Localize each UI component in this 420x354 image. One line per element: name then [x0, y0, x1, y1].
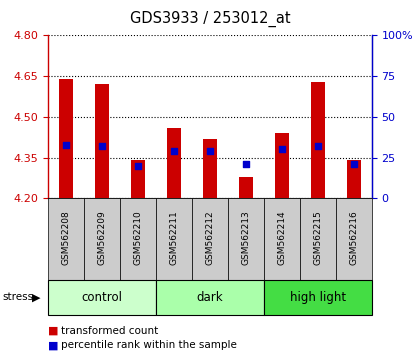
Point: [135, 163, 142, 169]
Bar: [346, 160, 361, 198]
Bar: [48, 198, 84, 280]
Text: dark: dark: [197, 291, 223, 304]
Bar: [120, 198, 156, 280]
Text: GSM562216: GSM562216: [349, 210, 358, 265]
Text: GSM562214: GSM562214: [277, 210, 286, 265]
Point: [278, 147, 285, 152]
Bar: [300, 198, 336, 280]
Point: [315, 143, 321, 149]
Text: control: control: [82, 291, 123, 304]
Bar: [239, 177, 253, 198]
Text: stress: stress: [2, 292, 33, 302]
Text: ■: ■: [48, 340, 59, 350]
Bar: [48, 280, 156, 315]
Point: [207, 148, 213, 154]
Text: GSM562210: GSM562210: [134, 210, 143, 265]
Bar: [156, 280, 264, 315]
Bar: [203, 138, 217, 198]
Text: GSM562212: GSM562212: [205, 210, 215, 265]
Bar: [228, 198, 264, 280]
Text: GSM562211: GSM562211: [170, 210, 178, 265]
Point: [99, 143, 105, 149]
Bar: [275, 133, 289, 198]
Point: [171, 148, 177, 154]
Bar: [264, 280, 372, 315]
Bar: [167, 128, 181, 198]
Text: GSM562213: GSM562213: [241, 210, 250, 265]
Bar: [95, 84, 109, 198]
Text: GSM562209: GSM562209: [98, 210, 107, 265]
Text: high light: high light: [290, 291, 346, 304]
Point: [350, 161, 357, 167]
Point: [63, 142, 70, 147]
Text: ■: ■: [48, 326, 59, 336]
Bar: [336, 198, 372, 280]
Text: GSM562208: GSM562208: [62, 210, 71, 265]
Bar: [311, 81, 325, 198]
Point: [243, 161, 249, 167]
Text: GSM562215: GSM562215: [313, 210, 322, 265]
Text: ▶: ▶: [32, 292, 40, 302]
Bar: [156, 198, 192, 280]
Bar: [192, 198, 228, 280]
Bar: [84, 198, 120, 280]
Bar: [131, 160, 145, 198]
Text: transformed count: transformed count: [61, 326, 158, 336]
Bar: [59, 79, 74, 198]
Bar: [264, 198, 300, 280]
Text: percentile rank within the sample: percentile rank within the sample: [61, 340, 237, 350]
Text: GDS3933 / 253012_at: GDS3933 / 253012_at: [130, 11, 290, 27]
